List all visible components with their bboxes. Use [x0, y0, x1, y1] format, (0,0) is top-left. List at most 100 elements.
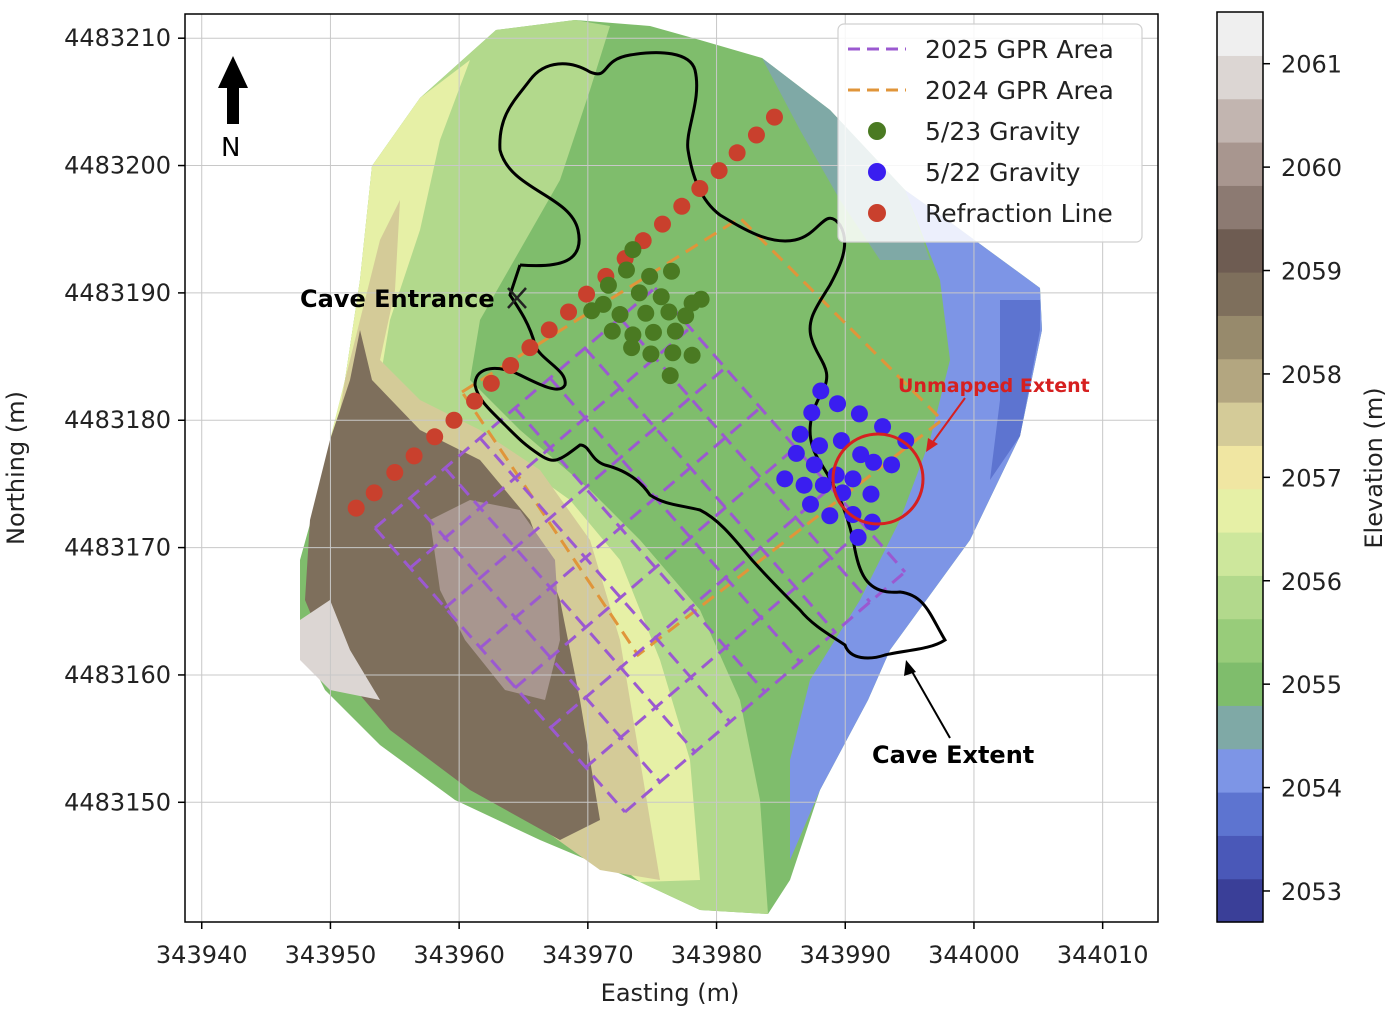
x-tick-label: 343960 [413, 941, 505, 969]
colorbar-tick-label: 2059 [1281, 258, 1342, 286]
gravity-5-22-point [805, 456, 823, 474]
colorbar-band [1217, 575, 1263, 620]
colorbar-label: Elevation (m) [1360, 387, 1388, 548]
refraction-point [578, 285, 596, 303]
colorbar-band [1217, 748, 1263, 793]
gravity-5-22-point [834, 484, 852, 502]
gravity-5-22-point [832, 432, 850, 450]
terrain-gray [430, 500, 560, 700]
refraction-point [728, 144, 746, 162]
gravity-5-23-point [677, 307, 695, 325]
gravity-5-23-point [683, 346, 701, 364]
terrain-deep-blue [990, 300, 1040, 480]
x-axis-label: Easting (m) [601, 979, 740, 1007]
refraction-point [765, 108, 783, 126]
gravity-5-22-point [787, 444, 805, 462]
gravity-5-23-point [641, 267, 659, 285]
gravity-5-22-point [874, 418, 892, 436]
colorbar-tick-label: 2055 [1281, 671, 1342, 699]
unmapped-extent-circle [831, 432, 925, 526]
gravity-5-23-point [624, 241, 642, 259]
gravity-5-23-point [599, 276, 617, 294]
colorbar-band [1217, 142, 1263, 186]
gravity-5-22-point [850, 405, 868, 423]
colorbar-band [1217, 55, 1263, 100]
gravity-5-23-point [611, 306, 629, 324]
unmapped-extent-label: Unmapped Extent [898, 375, 1090, 397]
gravity-5-23-point [603, 322, 621, 340]
legend-label-gravity-5-23: 5/23 Gravity [925, 117, 1081, 146]
plot-frame [184, 13, 1159, 923]
colorbar-tick-label: 2053 [1281, 878, 1342, 906]
x-tick-label: 343940 [156, 941, 248, 969]
legend: 2025 GPR Area 2024 GPR Area 5/23 Gravity… [837, 23, 1143, 243]
refraction-point [445, 411, 463, 429]
refraction-point [482, 374, 500, 392]
gpr-2025-area [373, 286, 907, 814]
x-tick-label: 343950 [285, 941, 377, 969]
refraction-point [540, 321, 558, 339]
colorbar-band [1217, 835, 1263, 880]
colorbar-tick-label: 2060 [1281, 154, 1342, 182]
legend-swatch-gravity-5-23 [868, 122, 886, 140]
refraction-point [426, 428, 444, 446]
gravity-5-23-point [661, 367, 679, 385]
colorbar: 2061 2060 2059 2058 2057 2056 2055 2054 2053 Ele… [1216, 11, 1388, 923]
gravity-5-23-point [630, 284, 648, 302]
gravity-5-22-point [849, 528, 867, 546]
x-tick-label: 343970 [542, 941, 634, 969]
refraction-point [710, 162, 728, 180]
y-tick-label: 4483180 [64, 406, 171, 434]
unmapped-extent-arrow [929, 397, 966, 447]
north-label: N [221, 133, 240, 163]
colorbar-band [1217, 98, 1263, 143]
legend-box [837, 23, 1143, 243]
cave-outline [473, 51, 948, 660]
gravity-5-23-point [666, 322, 684, 340]
gravity-5-22-point [829, 395, 847, 413]
refraction-point [673, 197, 691, 215]
refraction-point [466, 392, 484, 410]
legend-label-gpr-2025: 2025 GPR Area [925, 35, 1114, 64]
gpr-2024-area [459, 216, 945, 658]
gravity-5-22-point [863, 513, 881, 531]
gravity-5-22 [776, 382, 915, 546]
legend-swatch-refraction-line [868, 204, 886, 222]
gravity-5-23-point [660, 303, 678, 321]
gravity-5-23-point [664, 344, 682, 362]
refraction-point [502, 356, 520, 374]
y-tick-label: 4483210 [64, 24, 171, 52]
legend-label-gpr-2024: 2024 GPR Area [925, 76, 1114, 105]
x-ticks: 343940 343950 343960 343970 343980 343990 3440… [156, 922, 1148, 969]
gravity-5-22-point [814, 476, 832, 494]
refraction-point [691, 179, 709, 197]
colorbar-band [1217, 315, 1263, 360]
gravity-5-22-point [897, 432, 915, 450]
gravity-5-23-point [644, 323, 662, 341]
y-tick-label: 4483170 [64, 534, 171, 562]
refraction-point [653, 215, 671, 233]
gravity-5-23 [583, 241, 710, 385]
colorbar-band [1217, 402, 1263, 446]
legend-label-refraction-line: Refraction Line [925, 199, 1113, 228]
refraction-point [747, 126, 765, 144]
colorbar-tick-label: 2057 [1281, 464, 1342, 492]
gravity-5-22-point [821, 507, 839, 525]
gravity-5-22-point [795, 476, 813, 494]
colorbar-tick-label: 2058 [1281, 361, 1342, 389]
gravity-5-22-point [883, 456, 901, 474]
colorbar-band [1217, 272, 1263, 316]
gravity-5-22-point [852, 446, 870, 464]
refraction-point [521, 339, 539, 357]
gravity-5-23-point [652, 288, 670, 306]
y-axis-label: Northing (m) [2, 391, 30, 545]
unmapped-extent-arrowhead [926, 438, 938, 452]
x-tick-label: 344000 [928, 941, 1020, 969]
gravity-5-22-point [865, 453, 883, 471]
gravity-5-23-point [683, 294, 701, 312]
refraction-point [560, 303, 578, 321]
gravity-5-22-point [802, 495, 819, 513]
colorbar-band [1217, 228, 1263, 273]
colorbar-band [1217, 358, 1263, 403]
